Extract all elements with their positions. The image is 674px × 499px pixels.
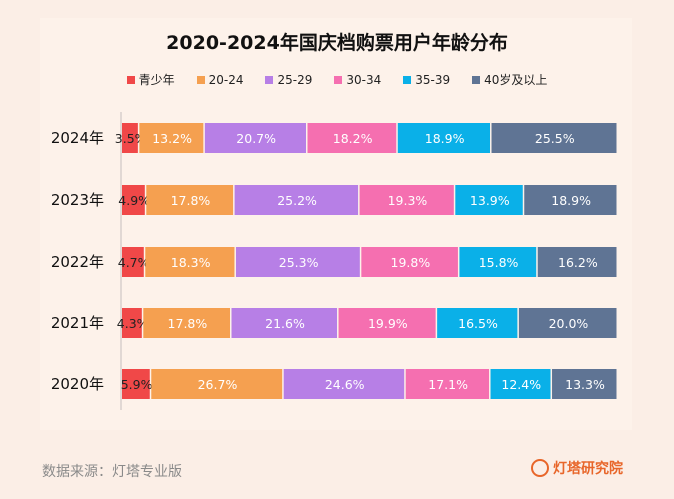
legend-item[interactable]: 20-24 bbox=[196, 71, 244, 88]
bar-segment bbox=[552, 369, 617, 399]
data-label: 25.2% bbox=[277, 193, 317, 208]
legend-label: 35-39 bbox=[415, 72, 451, 87]
bar-segment bbox=[234, 185, 359, 215]
data-label: 4.9% bbox=[118, 193, 150, 208]
chart-card bbox=[40, 18, 632, 430]
data-label: 5.9% bbox=[121, 377, 153, 392]
data-label: 4.3% bbox=[117, 316, 149, 331]
legend-swatch bbox=[334, 75, 343, 84]
bar-segment bbox=[145, 247, 235, 277]
bar-segment bbox=[122, 123, 138, 153]
data-label: 4.7% bbox=[118, 255, 150, 270]
data-label: 25.5% bbox=[535, 131, 575, 146]
bar-segment bbox=[491, 123, 617, 153]
legend-item[interactable]: 35-39 bbox=[403, 71, 450, 88]
legend-label: 40岁及以上 bbox=[484, 73, 548, 87]
legend-item[interactable]: 青少年 bbox=[126, 71, 175, 88]
legend-item[interactable]: 25-29 bbox=[265, 71, 312, 88]
brand-name: 灯塔研究院 bbox=[553, 461, 623, 477]
data-label: 25.3% bbox=[279, 255, 319, 270]
bar-segment bbox=[359, 185, 454, 215]
bar-segment bbox=[139, 123, 204, 153]
data-label: 24.6% bbox=[325, 377, 365, 392]
bar-segment bbox=[122, 247, 144, 277]
data-label: 18.9% bbox=[425, 131, 465, 146]
lighthouse-logo-icon bbox=[531, 459, 549, 477]
data-label: 18.9% bbox=[551, 193, 591, 208]
data-label: 15.8% bbox=[479, 255, 519, 270]
legend-swatch bbox=[403, 75, 412, 84]
legend-label: 30-34 bbox=[346, 72, 382, 87]
legend-label: 20-24 bbox=[208, 72, 244, 87]
bar-segment bbox=[122, 308, 142, 338]
legend-label: 25-29 bbox=[277, 72, 313, 87]
bar-segment bbox=[122, 185, 145, 215]
data-label: 16.5% bbox=[458, 316, 498, 331]
bar-segment bbox=[146, 185, 234, 215]
legend: 青少年 20-24 25-29 30-34 35-39 40岁及以上 bbox=[0, 71, 674, 88]
data-label: 19.8% bbox=[391, 255, 431, 270]
bar-segment bbox=[235, 247, 360, 277]
data-label: 21.6% bbox=[265, 316, 305, 331]
bar-segment bbox=[437, 308, 518, 338]
brand-logo: 灯塔研究院 bbox=[531, 458, 623, 478]
data-label: 17.8% bbox=[171, 193, 211, 208]
bar-segment bbox=[231, 308, 338, 338]
legend-label: 青少年 bbox=[138, 73, 175, 87]
chart-title: 2020-2024年国庆档购票用户年龄分布 bbox=[166, 32, 508, 54]
bar-segment bbox=[490, 369, 551, 399]
bar-segment bbox=[397, 123, 491, 153]
legend-item[interactable]: 30-34 bbox=[334, 71, 381, 88]
bar-segment bbox=[122, 369, 150, 399]
category-label: 2022年 bbox=[51, 253, 104, 271]
bar-segment bbox=[204, 123, 307, 153]
data-label: 26.7% bbox=[198, 377, 238, 392]
legend-swatch bbox=[472, 75, 481, 84]
data-label: 18.2% bbox=[333, 131, 373, 146]
bar-segment bbox=[405, 369, 490, 399]
bar-segment bbox=[307, 123, 397, 153]
bar-segment bbox=[455, 185, 523, 215]
bar-segment bbox=[283, 369, 405, 399]
legend-swatch bbox=[196, 75, 205, 84]
data-label: 17.8% bbox=[168, 316, 208, 331]
data-label: 19.3% bbox=[388, 193, 428, 208]
bar-segment bbox=[537, 247, 617, 277]
data-label: 16.2% bbox=[558, 255, 598, 270]
category-label: 2020年 bbox=[51, 375, 104, 393]
data-source: 数据来源：灯塔专业版 bbox=[42, 464, 182, 480]
category-label: 2023年 bbox=[51, 191, 104, 209]
data-label: 13.3% bbox=[565, 377, 605, 392]
data-label: 12.4% bbox=[501, 377, 541, 392]
bar-segment bbox=[518, 308, 617, 338]
data-label: 13.9% bbox=[470, 193, 510, 208]
data-label: 20.7% bbox=[236, 131, 276, 146]
data-label: 17.1% bbox=[428, 377, 468, 392]
category-label: 2024年 bbox=[51, 129, 104, 147]
data-label: 19.9% bbox=[368, 316, 408, 331]
legend-swatch bbox=[265, 75, 274, 84]
bar-segment bbox=[151, 369, 283, 399]
bar-segment bbox=[143, 308, 231, 338]
legend-item[interactable]: 40岁及以上 bbox=[472, 71, 547, 88]
data-label: 13.2% bbox=[152, 131, 192, 146]
data-label: 18.3% bbox=[171, 255, 211, 270]
bar-segment bbox=[361, 247, 458, 277]
bar-segment bbox=[338, 308, 436, 338]
category-label: 2021年 bbox=[51, 314, 104, 332]
bar-segment bbox=[459, 247, 537, 277]
data-label: 20.0% bbox=[549, 316, 589, 331]
data-label: 3.5% bbox=[115, 131, 147, 146]
legend-swatch bbox=[126, 75, 135, 84]
bar-segment bbox=[524, 185, 617, 215]
